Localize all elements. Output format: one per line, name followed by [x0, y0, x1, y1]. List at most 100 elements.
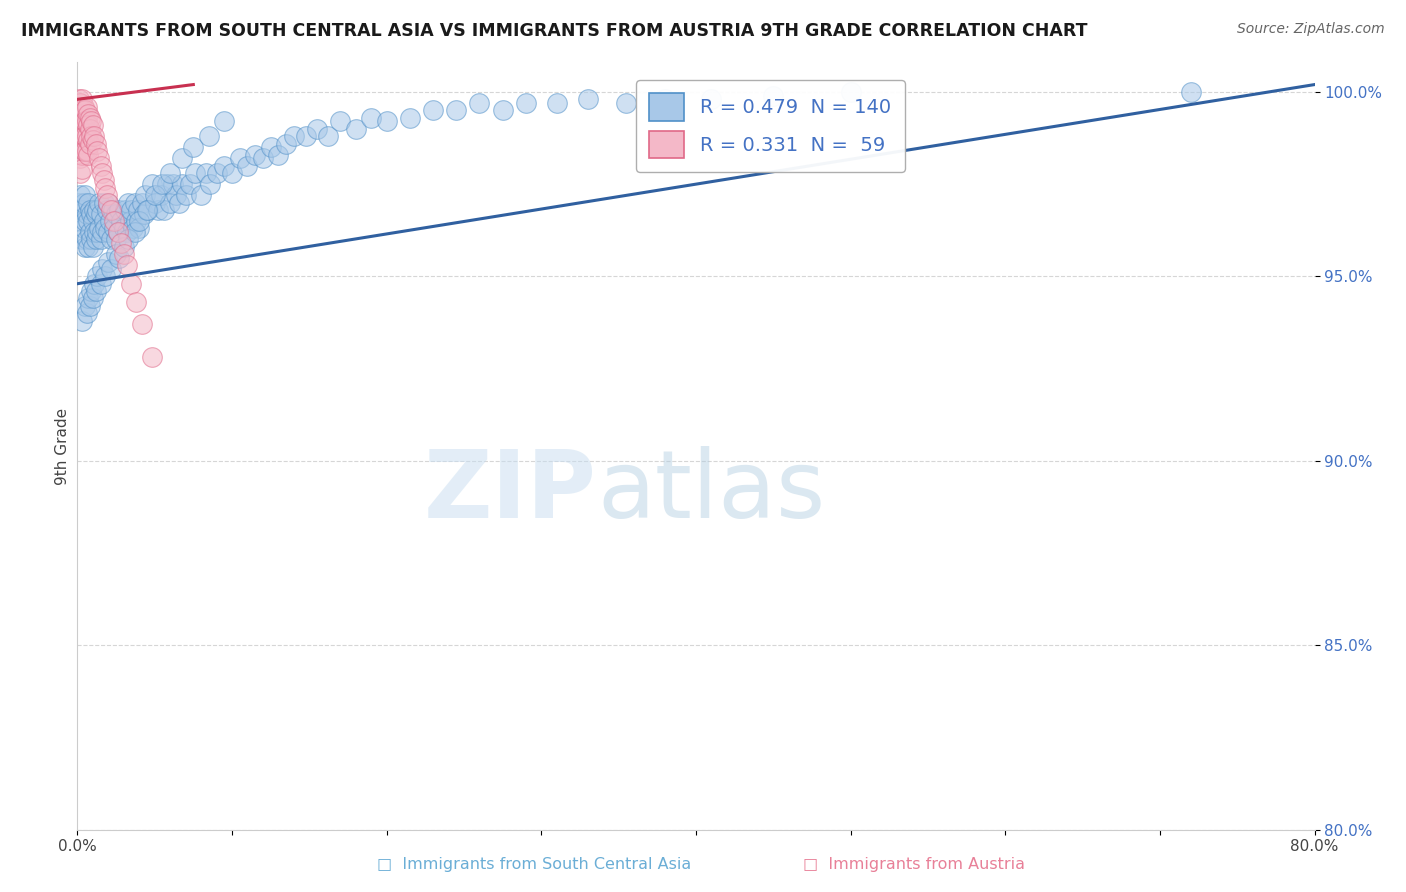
Point — [546, 95, 568, 110]
Point — [307, 121, 329, 136]
Point — [69, 214, 91, 228]
Point — [84, 207, 107, 221]
Point — [94, 221, 117, 235]
Point — [100, 262, 122, 277]
Point — [75, 188, 96, 202]
Point — [124, 225, 146, 239]
Point — [172, 177, 194, 191]
Legend: R = 0.479  N = 140, R = 0.331  N =  59: R = 0.479 N = 140, R = 0.331 N = 59 — [636, 79, 904, 172]
Point — [295, 129, 318, 144]
Point — [1180, 85, 1202, 99]
Point — [70, 133, 93, 147]
Point — [76, 306, 98, 320]
Point — [141, 177, 163, 191]
Point — [75, 144, 96, 158]
Point — [252, 151, 274, 165]
Point — [86, 269, 108, 284]
Point — [98, 214, 121, 228]
Point — [79, 225, 101, 239]
Point — [576, 92, 599, 106]
Point — [69, 188, 91, 202]
Point — [72, 221, 94, 235]
Point — [76, 232, 98, 246]
Point — [105, 232, 127, 246]
Point — [124, 195, 146, 210]
Point — [67, 195, 90, 210]
Point — [80, 232, 103, 246]
Point — [125, 214, 148, 228]
Point — [128, 221, 150, 235]
Point — [276, 136, 298, 151]
Point — [110, 236, 132, 251]
Point — [149, 188, 172, 202]
Point — [100, 202, 122, 217]
Point — [105, 207, 127, 221]
Point — [72, 129, 94, 144]
Text: □  Immigrants from Austria: □ Immigrants from Austria — [803, 857, 1025, 872]
Point — [103, 214, 125, 228]
Point — [72, 195, 94, 210]
Point — [77, 147, 100, 161]
Point — [159, 166, 181, 180]
Point — [112, 240, 135, 254]
Point — [131, 195, 153, 210]
Point — [422, 103, 444, 118]
Point — [190, 188, 212, 202]
Point — [69, 151, 91, 165]
Point — [84, 232, 107, 246]
Point — [194, 166, 217, 180]
Point — [70, 313, 93, 327]
Point — [77, 133, 100, 147]
Point — [127, 202, 149, 217]
Point — [90, 232, 111, 246]
Point — [67, 121, 90, 136]
Point — [77, 107, 100, 121]
Point — [83, 277, 105, 291]
Point — [205, 166, 228, 180]
Point — [172, 151, 194, 165]
Point — [75, 299, 96, 313]
Point — [174, 188, 197, 202]
Point — [69, 166, 91, 180]
Point — [86, 225, 108, 239]
Point — [70, 162, 93, 177]
Point — [115, 225, 138, 239]
Point — [75, 214, 96, 228]
Point — [72, 144, 94, 158]
Point — [121, 202, 143, 217]
Point — [700, 92, 723, 106]
Point — [616, 95, 638, 110]
Point — [94, 181, 117, 195]
Point — [198, 129, 221, 144]
Point — [96, 202, 118, 217]
Point — [79, 299, 101, 313]
Point — [245, 147, 267, 161]
Point — [169, 195, 191, 210]
Point — [87, 195, 110, 210]
Point — [143, 188, 166, 202]
Point — [138, 202, 160, 217]
Point — [91, 166, 114, 180]
Point — [77, 240, 100, 254]
Point — [134, 188, 156, 202]
Point — [69, 136, 91, 151]
Point — [91, 225, 114, 239]
Text: IMMIGRANTS FROM SOUTH CENTRAL ASIA VS IMMIGRANTS FROM AUSTRIA 9TH GRADE CORRELAT: IMMIGRANTS FROM SOUTH CENTRAL ASIA VS IM… — [21, 22, 1088, 40]
Point — [100, 232, 122, 246]
Point — [468, 95, 491, 110]
Point — [90, 207, 111, 221]
Point — [97, 254, 120, 268]
Point — [399, 111, 422, 125]
Point — [83, 129, 105, 144]
Point — [83, 225, 105, 239]
Point — [79, 121, 101, 136]
Point — [228, 151, 252, 165]
Point — [114, 202, 136, 217]
Point — [67, 136, 90, 151]
Point — [70, 202, 93, 217]
Text: ZIP: ZIP — [425, 446, 598, 538]
Point — [79, 202, 101, 217]
Point — [93, 173, 115, 187]
Point — [162, 177, 184, 191]
Point — [72, 100, 94, 114]
